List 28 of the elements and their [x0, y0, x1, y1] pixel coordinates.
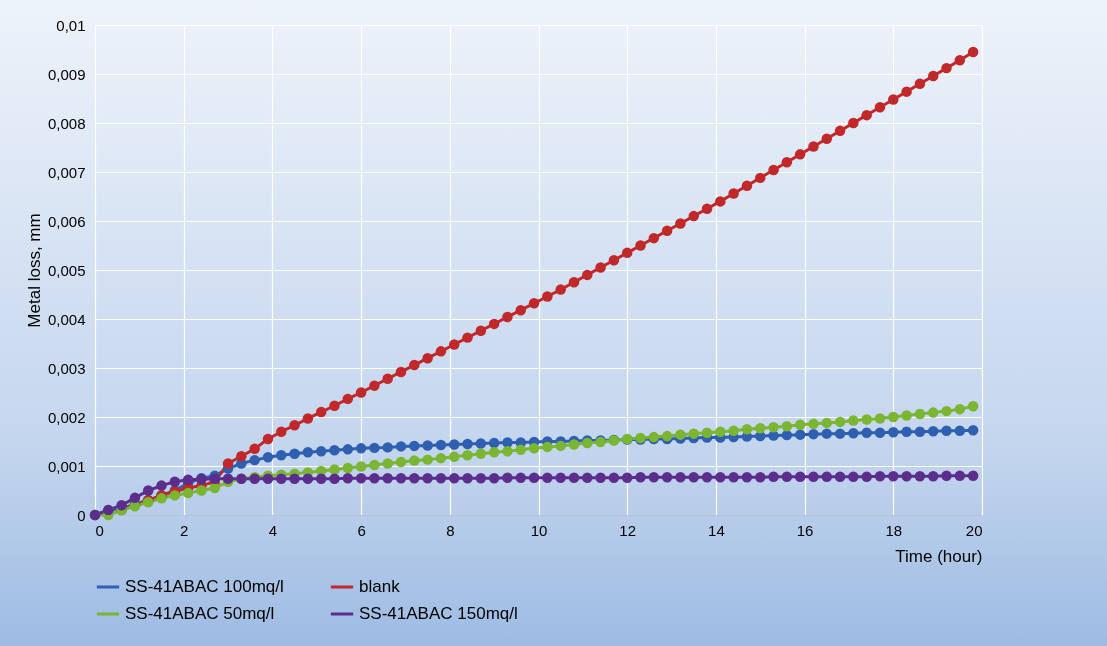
- y-tick-label: 0,006: [47, 212, 86, 230]
- legend-label: SS-41ABAC 100mq/l: [125, 577, 284, 596]
- x-tick-label: 12: [619, 521, 637, 539]
- x-tick-label: 6: [357, 521, 366, 539]
- y-tick-label: 0,007: [47, 163, 86, 181]
- y-tick-label: 0,001: [47, 457, 86, 475]
- x-tick-label: 8: [446, 521, 455, 539]
- x-axis-title: Time (hour): [895, 546, 983, 566]
- x-tick-label: 10: [530, 521, 548, 539]
- x-tick-label: 4: [268, 521, 278, 539]
- legend-label: blank: [359, 577, 401, 596]
- y-tick-label: 0,004: [47, 310, 86, 328]
- x-tick-label: 0: [95, 521, 104, 539]
- x-tick-label: 16: [796, 521, 814, 539]
- y-tick-label: 0,009: [47, 65, 86, 83]
- y-tick-label: 0,01: [56, 16, 86, 34]
- x-tick-label: 20: [965, 521, 983, 539]
- y-tick-label: 0,008: [47, 114, 86, 132]
- x-tick-label: 18: [885, 521, 903, 539]
- legend-label: SS-41ABAC 150mq/l: [359, 604, 518, 623]
- y-axis-title: Metal loss, mm: [24, 213, 44, 328]
- legend-label: SS-41ABAC 50mq/l: [125, 604, 275, 623]
- y-tick-label: 0,005: [47, 261, 86, 279]
- x-tick-label: 2: [180, 521, 189, 539]
- x-tick-label: 14: [708, 521, 725, 539]
- y-tick-label: 0,002: [47, 408, 86, 426]
- y-tick-label: 0: [77, 506, 86, 524]
- y-tick-label: 0,003: [47, 359, 86, 377]
